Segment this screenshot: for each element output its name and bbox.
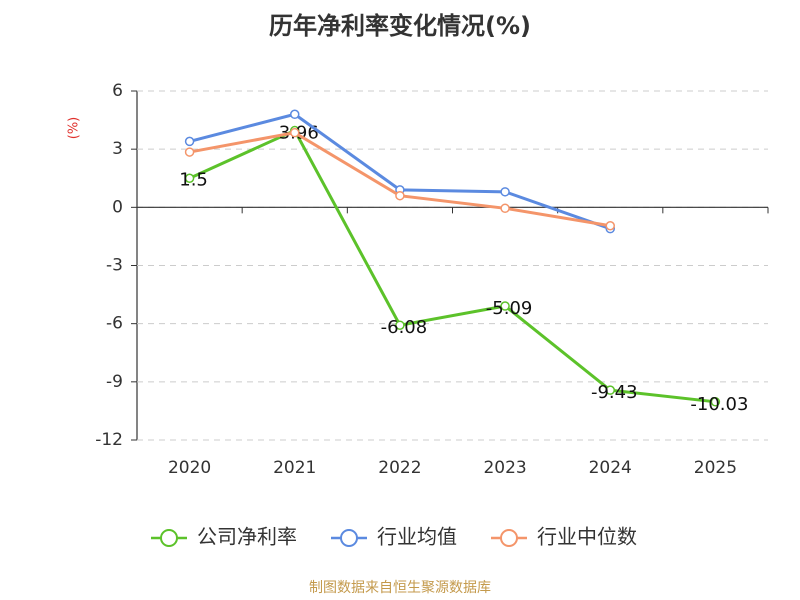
y-tick-label: -6 (106, 314, 123, 334)
y-tick-label: -9 (106, 372, 123, 392)
data-point (605, 221, 615, 231)
data-point (395, 190, 405, 201)
y-tick-label: 0 (112, 197, 123, 217)
data-point (184, 147, 195, 157)
legend-marker (500, 529, 518, 547)
y-axis-label: (%) (67, 117, 82, 140)
data-point (500, 301, 510, 311)
data-point (290, 127, 300, 138)
x-tick-label: 2021 (273, 458, 316, 478)
data-point (710, 397, 721, 407)
y-tick-label: -12 (95, 430, 123, 450)
x-tick-label: 2025 (694, 458, 737, 478)
data-label: -6.08 (381, 317, 428, 338)
data-point (290, 109, 300, 120)
series-line (188, 128, 716, 404)
data-point (184, 136, 195, 147)
source-note: 制图数据来自恒生聚源数据库 (309, 580, 491, 596)
y-tick-label: 6 (112, 81, 123, 101)
legend-marker (160, 529, 178, 547)
data-point (500, 187, 510, 197)
x-tick-label: 2024 (589, 458, 632, 478)
data-point (605, 385, 615, 395)
chart-title: 历年净利率变化情况(%) (269, 12, 531, 40)
data-label: 1.5 (179, 169, 208, 190)
legend-label: 公司净利率 (197, 525, 297, 549)
x-tick-label: 2020 (168, 458, 211, 478)
data-label: -10.03 (690, 394, 748, 415)
data-label: -9.43 (591, 382, 638, 403)
series-line (189, 112, 611, 231)
legend-label: 行业均值 (377, 525, 457, 549)
legend-marker (340, 529, 358, 547)
x-tick-label: 2023 (483, 458, 526, 478)
legend-label: 行业中位数 (537, 525, 637, 549)
y-tick-label: 3 (112, 139, 123, 159)
series-line (189, 131, 611, 228)
y-tick-label: -3 (106, 256, 123, 276)
data-label: -5.09 (486, 298, 533, 319)
data-point (184, 173, 195, 183)
data-point (500, 203, 510, 214)
data-point (395, 320, 405, 330)
x-tick-label: 2022 (378, 458, 421, 478)
